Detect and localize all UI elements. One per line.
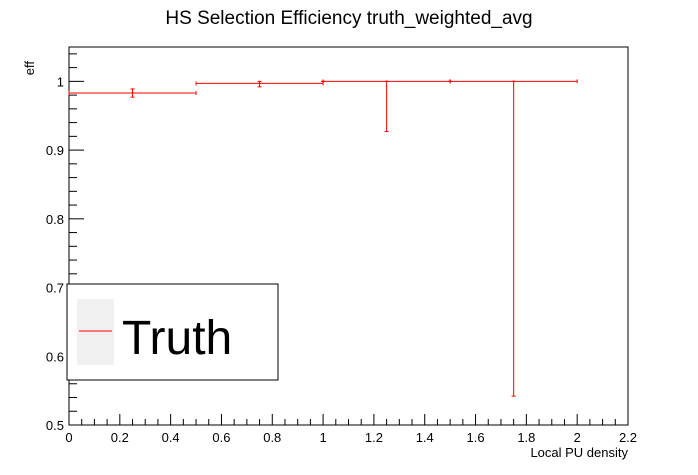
x-tick-label: 0 — [65, 430, 72, 445]
x-tick-label: 2.2 — [619, 430, 637, 445]
data-point — [449, 79, 578, 397]
point-marker — [258, 82, 261, 85]
y-tick-label: 0.7 — [46, 281, 64, 296]
legend-entry-truth: Truth — [122, 312, 232, 365]
x-tick-label: 1.6 — [467, 430, 485, 445]
x-tick-label: 1 — [319, 430, 326, 445]
x-tick-label: 1.2 — [365, 430, 383, 445]
point-marker — [512, 80, 515, 83]
x-axis-ticks: 0 0.2 0.4 0.6 0.8 1 1.2 1.4 1.6 1.8 2 2.2 — [65, 414, 637, 445]
point-marker — [131, 92, 134, 95]
data-point — [322, 79, 451, 133]
x-tick-label: 1.4 — [416, 430, 434, 445]
y-axis-label: eff — [22, 61, 37, 76]
x-axis-label: Local PU density — [530, 445, 628, 460]
y-tick-label: 0.9 — [46, 143, 64, 158]
data-point — [68, 88, 197, 98]
data-layer — [68, 79, 578, 397]
y-axis-ticks: 0.5 0.6 0.7 0.8 0.9 1 — [46, 53, 84, 433]
y-tick-label: 1 — [57, 74, 64, 89]
point-marker — [385, 80, 388, 83]
x-tick-label: 0.4 — [162, 430, 180, 445]
y-tick-label: 0.5 — [46, 418, 64, 433]
data-point — [195, 80, 324, 88]
legend-swatch — [77, 299, 114, 365]
x-tick-label: 2 — [574, 430, 581, 445]
x-tick-label: 1.8 — [517, 430, 535, 445]
y-tick-label: 0.8 — [46, 212, 64, 227]
chart-title: HS Selection Efficiency truth_weighted_a… — [165, 8, 532, 29]
x-tick-label: 0.2 — [111, 430, 129, 445]
y-tick-label: 0.6 — [46, 349, 64, 364]
legend: Truth — [66, 283, 279, 381]
x-tick-label: 0.6 — [212, 430, 230, 445]
x-tick-label: 0.8 — [263, 430, 281, 445]
